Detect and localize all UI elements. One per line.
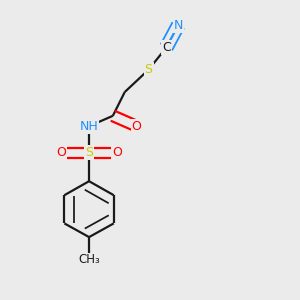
Text: CH₃: CH₃: [78, 254, 100, 266]
Text: O: O: [112, 146, 122, 160]
Text: N: N: [173, 19, 183, 32]
Text: NH: NH: [80, 120, 98, 133]
Text: C: C: [162, 41, 171, 54]
Text: S: S: [85, 146, 93, 160]
Text: O: O: [56, 146, 66, 160]
Text: S: S: [145, 63, 152, 76]
Text: O: O: [132, 120, 142, 133]
